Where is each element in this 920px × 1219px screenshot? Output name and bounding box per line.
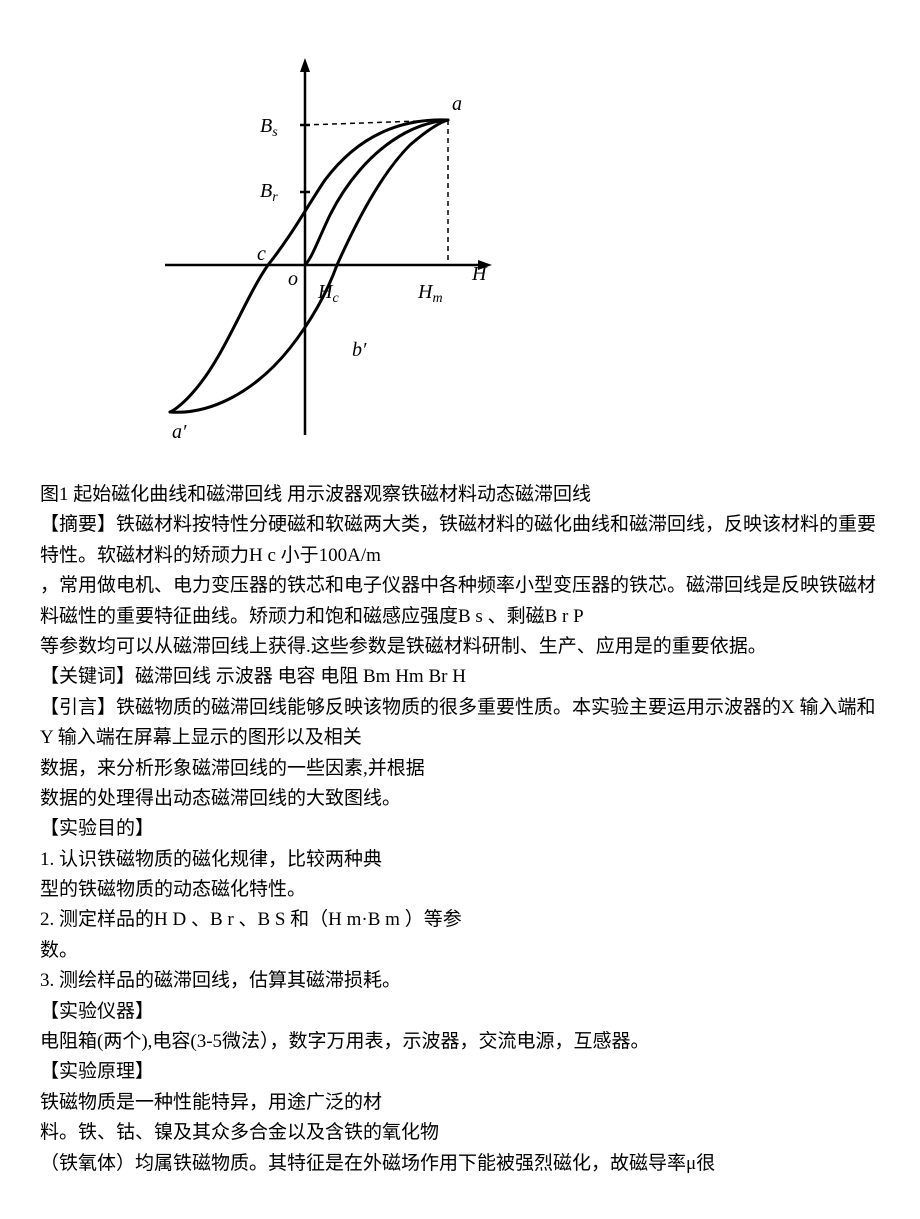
instruments-line: 电阻箱(两个),电容(3-5微法），数字万用表，示波器，交流电源，互感器。 [40, 1027, 880, 1057]
purpose-2a: 2. 测定样品的H D 、B r 、B S 和（H m·B m ）等参 [40, 905, 880, 935]
hysteresis-svg: Bs Br c o Hc Hm H a b′ a′ [140, 40, 500, 450]
y-arrow [300, 58, 310, 72]
label-b-prime: b′ [352, 339, 367, 361]
principle-1: 铁磁物质是一种性能特异，用途广泛的材 [40, 1088, 880, 1118]
instruments-title: 【实验仪器】 [40, 997, 880, 1027]
label-hm: Hm [417, 281, 443, 306]
purpose-1a: 1. 认识铁磁物质的磁化规律，比较两种典 [40, 845, 880, 875]
label-a-prime: a′ [172, 421, 187, 443]
initial-curve [305, 120, 448, 265]
principle-3: （铁氧体）均属铁磁物质。其特征是在外磁场作用下能被强烈磁化，故磁导率μ很 [40, 1149, 880, 1179]
label-a: a [452, 93, 462, 115]
label-c: c [257, 243, 266, 265]
document-body: 图1 起始磁化曲线和磁滞回线 用示波器观察铁磁材料动态磁滞回线 【摘要】铁磁材料… [40, 480, 880, 1179]
hysteresis-chart: Bs Br c o Hc Hm H a b′ a′ [140, 40, 500, 450]
intro-line-3: 数据的处理得出动态磁滞回线的大致图线。 [40, 784, 880, 814]
intro-line-2: 数据，来分析形象磁滞回线的一些因素,并根据 [40, 754, 880, 784]
label-hc: Hc [317, 281, 339, 306]
principle-title: 【实验原理】 [40, 1057, 880, 1087]
label-h: H [471, 263, 488, 285]
abstract-line-1: 【摘要】铁磁材料按特性分硬磁和软磁两大类，铁磁材料的磁化曲线和磁滞回线，反映该材… [40, 510, 880, 571]
label-o: o [288, 268, 298, 290]
keywords-line: 【关键词】磁滞回线 示波器 电容 电阻 Bm Hm Br H [40, 662, 880, 692]
figure-caption: 图1 起始磁化曲线和磁滞回线 用示波器观察铁磁材料动态磁滞回线 [40, 480, 880, 510]
label-br: Br [260, 180, 278, 205]
principle-2: 料。铁、钴、镍及其众多合金以及含铁的氧化物 [40, 1118, 880, 1148]
intro-line-1: 【引言】铁磁物质的磁滞回线能够反映该物质的很多重要性质。本实验主要运用示波器的X… [40, 693, 880, 754]
purpose-title: 【实验目的】 [40, 814, 880, 844]
abstract-line-3: 等参数均可以从磁滞回线上获得.这些参数是铁磁材料研制、生产、应用是的重要依据。 [40, 632, 880, 662]
purpose-1b: 型的铁磁物质的动态磁化特性。 [40, 875, 880, 905]
label-bs: Bs [260, 115, 278, 140]
purpose-2b: 数。 [40, 936, 880, 966]
purpose-3: 3. 测绘样品的磁滞回线，估算其磁滞损耗。 [40, 966, 880, 996]
abstract-line-2: ，常用做电机、电力变压器的铁芯和电子仪器中各种频率小型变压器的铁芯。磁滞回线是反… [40, 571, 880, 632]
